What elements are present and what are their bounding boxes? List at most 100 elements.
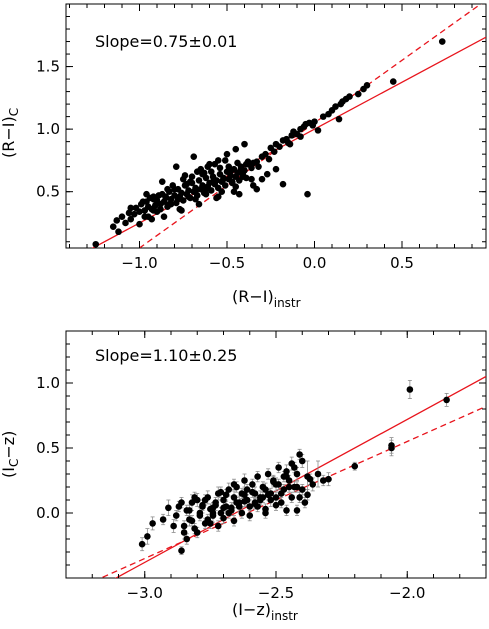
data-point	[233, 499, 240, 506]
data-point	[259, 494, 267, 501]
data-point	[217, 488, 225, 496]
data-point	[202, 185, 210, 193]
x-tick-label: −2.5	[258, 584, 294, 602]
data-point	[225, 486, 233, 493]
data-point	[144, 533, 151, 540]
data-point	[443, 396, 450, 404]
data-point	[227, 168, 234, 175]
y-axis-label-subscript: C	[7, 459, 21, 467]
data-point	[283, 468, 290, 475]
data-point	[280, 486, 288, 493]
data-point	[248, 175, 255, 183]
data-point	[162, 193, 170, 200]
data-point	[297, 133, 304, 140]
data-point	[298, 486, 306, 493]
data-point	[314, 127, 322, 134]
data-point	[230, 517, 238, 525]
data-point	[148, 215, 156, 223]
data-point	[143, 190, 150, 198]
data-point	[192, 195, 199, 203]
data-point	[183, 180, 191, 188]
data-point	[178, 547, 185, 554]
x-axis-label: (I−z)instr	[232, 600, 298, 623]
data-point	[139, 198, 147, 206]
data-point	[179, 197, 187, 204]
data-point	[258, 175, 266, 183]
data-point	[354, 90, 362, 98]
data-point	[202, 190, 210, 198]
data-point	[314, 470, 322, 478]
data-point	[207, 168, 215, 175]
data-point	[170, 522, 177, 530]
data-point	[159, 516, 167, 523]
x-axis-label-main: (I−z)	[232, 600, 271, 619]
data-point	[230, 188, 238, 195]
x-tick-label: −3.0	[127, 584, 163, 602]
data-point	[188, 173, 196, 180]
data-point	[221, 157, 229, 164]
plot-frame	[65, 3, 487, 249]
data-point	[264, 470, 272, 478]
slope-annotation: Slope=0.75±0.01	[95, 32, 237, 51]
data-point	[174, 195, 182, 203]
data-point	[246, 503, 254, 510]
data-point	[332, 103, 339, 110]
data-point	[254, 473, 261, 480]
data-point	[232, 145, 240, 153]
data-point	[351, 462, 359, 470]
data-point	[255, 163, 262, 170]
data-point	[228, 504, 235, 512]
data-point	[195, 200, 203, 208]
data-point	[283, 507, 290, 514]
y-axis-label-subscript: C	[7, 108, 21, 116]
data-point	[192, 188, 199, 195]
data-point	[246, 512, 254, 519]
data-point	[165, 200, 173, 208]
data-point	[304, 491, 311, 499]
data-point	[190, 153, 198, 160]
data-point	[160, 213, 168, 221]
fit-line-dashed	[138, 4, 482, 248]
data-point	[228, 178, 236, 185]
x-tick-label: −0.5	[209, 254, 245, 272]
data-point	[243, 486, 251, 493]
data-point	[230, 494, 238, 501]
fit-line-dashed	[99, 405, 486, 578]
y-tick-label: 1.0	[36, 120, 60, 138]
data-point	[185, 187, 192, 194]
data-point	[209, 178, 217, 185]
data-point	[262, 486, 269, 493]
data-point	[388, 442, 395, 449]
data-point	[209, 504, 217, 512]
data-point	[335, 115, 343, 123]
data-point	[304, 190, 311, 198]
y-axis-label-main: (R−I)	[0, 116, 18, 158]
data-point	[248, 164, 255, 172]
data-point	[180, 522, 188, 530]
data-point	[406, 386, 414, 393]
data-point	[130, 210, 138, 218]
data-point	[113, 217, 121, 224]
data-point	[223, 150, 231, 158]
data-point	[249, 488, 256, 496]
data-point	[288, 494, 296, 501]
data-point	[225, 163, 233, 170]
data-point	[220, 175, 227, 183]
data-point	[293, 507, 301, 514]
data-point	[291, 464, 298, 471]
data-point	[311, 118, 318, 125]
x-axis-label-subscript: instr	[271, 609, 298, 623]
data-point	[200, 169, 208, 177]
data-point	[253, 185, 261, 193]
data-point	[241, 140, 248, 148]
data-point	[319, 113, 327, 120]
data-point	[217, 509, 225, 517]
x-tick-label: 0.5	[390, 254, 414, 272]
data-point	[207, 187, 215, 194]
data-point	[298, 457, 306, 465]
data-point	[438, 38, 446, 45]
y-tick-label: 0.5	[36, 183, 60, 201]
data-point	[172, 163, 180, 170]
chart-panel-top: −1.0 −0.5 0.0 0.5 0.5 1.0 1.5 Slope=0.75±0.01…	[0, 3, 487, 310]
